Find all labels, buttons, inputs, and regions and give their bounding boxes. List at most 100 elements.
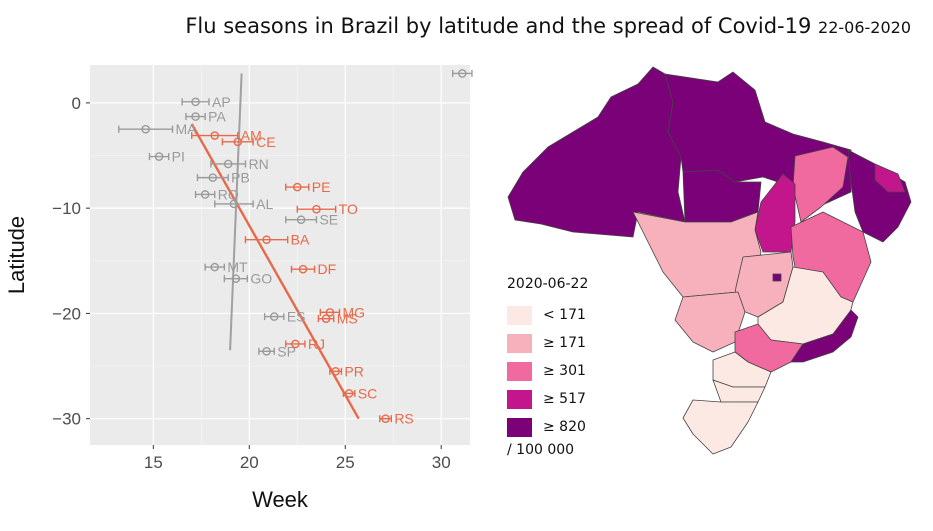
data-point-pi: PI [148, 149, 185, 165]
point-label: RJ [308, 336, 325, 352]
legend-items: < 171 ≥ 171 ≥ 301 ≥ 517 ≥ 820 [507, 301, 588, 441]
point-label: SP [277, 343, 296, 359]
map-svg [507, 66, 912, 455]
point-marker [291, 339, 300, 349]
legend-title: 2020-06-22 [507, 276, 589, 292]
point-label: MG [342, 304, 365, 320]
x-tick-label: 15 [144, 453, 163, 472]
point-label: MA [176, 121, 198, 137]
legend-label: < 171 [543, 307, 586, 323]
fit-line-highlight [190, 123, 360, 420]
figure-title: Flu seasons in Brazil by latitude and th… [0, 14, 933, 38]
data-point-sp: SP [258, 343, 296, 359]
region-ne-coast [847, 149, 912, 243]
region-sc [712, 379, 766, 403]
point-marker [191, 112, 200, 121]
point-marker [458, 69, 467, 78]
point-label: TO [339, 201, 358, 217]
data-point-ba: BA [244, 232, 310, 248]
legend-label: ≥ 301 [543, 363, 586, 379]
data-point-ap: AP [181, 94, 231, 110]
point-marker [312, 204, 321, 214]
legend-footnote: / 100 000 [507, 442, 575, 458]
x-tick-label: 30 [432, 453, 451, 472]
title-main: Flu seasons in Brazil by latitude and th… [185, 14, 812, 38]
legend-item: ≥ 171 [507, 329, 588, 357]
region-es-rj [790, 309, 859, 363]
point-marker [296, 215, 306, 225]
title-date: 22-06-2020 [818, 18, 911, 37]
data-point-al: AL [214, 196, 273, 212]
point-label: MT [227, 259, 248, 275]
point-label: PI [172, 149, 185, 165]
point-marker [154, 152, 164, 161]
point-label: CE [256, 134, 275, 150]
data-point-ce: CE [221, 134, 276, 150]
point-marker [262, 235, 271, 245]
point-label: PR [344, 363, 363, 379]
point-label: ES [287, 309, 306, 325]
data-point-pa: PA [185, 109, 226, 125]
legend-swatch [507, 361, 532, 381]
data-point-ro: RO [194, 186, 239, 202]
region-to [754, 173, 796, 253]
legend-label: ≥ 517 [543, 391, 586, 407]
legend-item: ≥ 301 [507, 357, 588, 385]
plot-panel [90, 65, 470, 445]
point-label: AM [241, 128, 262, 144]
x-axis-label: Week [252, 487, 309, 512]
point-label: GO [250, 271, 272, 287]
data-point-df: DF [290, 261, 336, 277]
legend-swatch [507, 333, 532, 353]
point-marker [208, 173, 218, 182]
axes: 15 20 25 30 0 −10 −20 −30 Week Latitude [4, 94, 451, 512]
legend-label: ≥ 171 [543, 335, 586, 351]
data-point-pe: PE [285, 179, 331, 195]
data-point-mg: MG [319, 304, 365, 320]
region-ms [674, 291, 746, 353]
region-ce [874, 163, 906, 193]
plot-background [90, 65, 470, 445]
legend-label: ≥ 820 [543, 419, 586, 435]
point-label: PA [208, 109, 226, 125]
legend-item: ≥ 820 [507, 413, 588, 441]
legend-item: < 171 [507, 301, 588, 329]
region-north-west [507, 66, 686, 238]
point-label: SC [358, 385, 377, 401]
data-point-es: ES [263, 309, 306, 325]
legend-swatch [507, 305, 532, 325]
point-marker [292, 182, 302, 192]
point-marker [191, 97, 200, 107]
point-marker [210, 262, 220, 272]
legend-swatch [507, 389, 532, 409]
brazil-choropleth-map [503, 62, 913, 458]
point-label: AL [256, 196, 273, 212]
region-ma-pi [792, 146, 849, 223]
data-point-rs: RS [379, 411, 414, 427]
y-tick-label: −30 [52, 410, 81, 429]
data-point-sc: SC [342, 385, 377, 401]
point-marker [381, 414, 390, 423]
point-marker [262, 347, 271, 356]
region-rs [682, 399, 759, 455]
y-tick-label: 0 [72, 94, 81, 113]
gridlines [90, 65, 470, 445]
data-point-rj: RJ [285, 336, 325, 352]
point-label: AP [212, 94, 231, 110]
data-point-go: GO [223, 271, 272, 287]
data-point-to: TO [296, 201, 358, 217]
map-legend: 2020-06-22 < 171 ≥ 171 ≥ 301 ≥ 517 ≥ 820 / 1… [507, 276, 588, 458]
point-label: PE [312, 179, 331, 195]
legend-swatch [507, 417, 532, 437]
y-tick-label: −10 [52, 199, 81, 218]
point-marker [141, 124, 150, 134]
point-marker [229, 199, 239, 209]
point-label: MS [337, 311, 358, 327]
point-marker [298, 264, 308, 274]
data-point-mt: MT [204, 259, 248, 275]
point-marker [331, 367, 340, 376]
data-point-am: AM [191, 128, 262, 144]
data-point-se: SE [285, 212, 338, 228]
fit-line-muted [229, 73, 243, 351]
